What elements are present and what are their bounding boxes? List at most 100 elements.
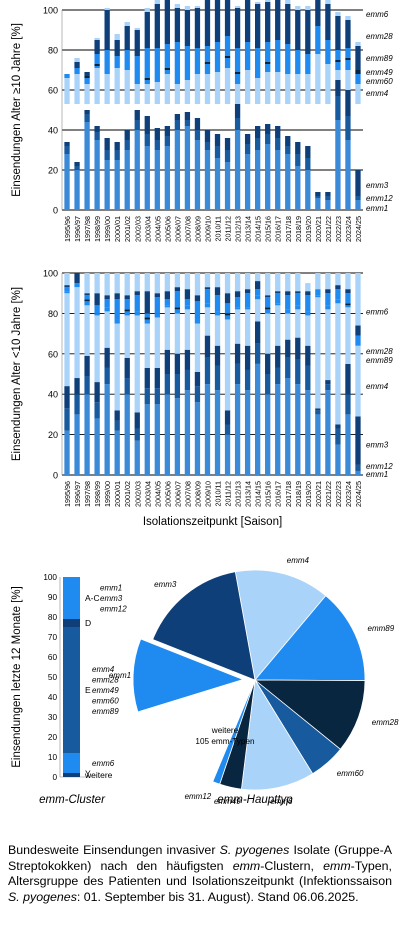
bar-segment-emm89 <box>305 295 311 312</box>
bar-segment-emm4 <box>194 323 201 372</box>
bar-segment-emm12 <box>154 388 160 405</box>
bar-segment-emm12 <box>164 136 170 146</box>
bar-segment-emm1 <box>144 146 150 210</box>
y-axis-title: Einsendungen Alter <10 Jahre [%] <box>11 287 23 461</box>
y-tick-label: 60 <box>48 653 58 662</box>
bar-segment-emm3 <box>265 353 271 374</box>
bar-segment-emm28 <box>315 0 321 26</box>
bar-segment-emm89 <box>255 289 261 296</box>
bar-segment-emm6 <box>144 8 150 12</box>
bar-segment-emm60 <box>275 64 281 72</box>
bar-segment-emm4 <box>184 80 191 104</box>
cluster-type-emm28: emm28 <box>92 676 119 685</box>
bar-segment-emm1 <box>255 363 261 475</box>
bar-segment-emm28 <box>124 26 130 50</box>
bar-segment-emm3 <box>275 126 281 138</box>
bar-segment-emm28 <box>234 291 241 298</box>
x-tick-label: 2022/23 <box>334 481 343 507</box>
bar-segment-emm1 <box>104 160 110 210</box>
series-label-emm1: emm1 <box>366 470 388 479</box>
bar-segment-emm3 <box>184 349 191 370</box>
bar-segment-emm89 <box>84 295 90 300</box>
bar-segment-emm28 <box>285 291 291 296</box>
bar-segment-emm4 <box>265 72 271 104</box>
bar-segment-emm89 <box>124 299 130 310</box>
bar-segment-emm3 <box>154 128 160 140</box>
bar-segment-emm60 <box>104 70 110 74</box>
bar-segment-emm3 <box>285 136 291 146</box>
bar-segment-emm60 <box>224 58 231 68</box>
bar-segment-emm89 <box>174 291 181 308</box>
series-label-emm89: emm89 <box>366 54 393 63</box>
bar-segment-emm28 <box>114 40 120 56</box>
bar-segment-emm89 <box>345 48 351 58</box>
y-tick-label: 80 <box>48 46 58 56</box>
bar-segment-emm3 <box>124 357 130 379</box>
bar-segment-emm3 <box>74 378 80 395</box>
bar-segment-emm4 <box>194 74 201 104</box>
bar-segment-emm1 <box>64 154 70 210</box>
bar-segment-emm60 <box>214 62 221 72</box>
bar-segment-emm60 <box>325 305 331 310</box>
bar-segment-emm1 <box>214 158 221 210</box>
bar-segment-emm12 <box>224 424 231 435</box>
caption-text-3: -Clustern, <box>260 858 324 873</box>
bar-segment-emm28 <box>234 8 241 48</box>
bar-segment-emm60 <box>174 72 181 84</box>
y-tick-label: 90 <box>48 593 58 602</box>
pie-label-emm12: emm12 <box>185 792 212 801</box>
x-tick-label: 1999/00 <box>103 481 112 507</box>
bar-segment-emm6 <box>64 273 70 286</box>
bar-segment-emm28 <box>94 293 100 306</box>
series-label-emm28: emm28 <box>366 347 393 356</box>
cluster-type-emm6: emm6 <box>92 759 115 768</box>
y-tick-label: 60 <box>48 86 58 96</box>
bar-segment-emm49 <box>84 76 90 78</box>
y-tick-label: 10 <box>48 753 58 762</box>
bar-segment-emm28 <box>345 20 351 48</box>
bar-segment-emm4 <box>84 84 90 104</box>
bar-segment-emm3 <box>144 116 150 134</box>
bar-segment-emm60 <box>64 291 70 294</box>
bar-segment-emm1 <box>285 154 291 210</box>
bar-segment-emm28 <box>104 10 110 50</box>
bar-segment-emm12 <box>305 365 311 391</box>
bar-segment-emm6 <box>285 273 291 292</box>
bar-segment-emm1 <box>194 140 201 210</box>
bar-segment-emm89 <box>114 299 120 320</box>
bar-segment-emm6 <box>204 273 211 288</box>
bar-segment-emm3 <box>345 363 351 395</box>
bar-segment-emm6 <box>305 6 311 10</box>
x-tick-label: 2003/04 <box>143 481 152 507</box>
bar-segment-emm89 <box>345 293 351 304</box>
bar-segment-emm60 <box>285 64 291 74</box>
bar-segment-emm6 <box>255 273 261 282</box>
bar-segment-emm28 <box>335 285 341 290</box>
bar-segment-emm49 <box>84 299 90 302</box>
bar-segment-emm4 <box>84 305 90 356</box>
bar-segment-emm6 <box>275 273 281 292</box>
bar-segment-emm89 <box>315 289 321 296</box>
bar-segment-emm3 <box>84 355 90 377</box>
x-tick-label: 2016/17 <box>274 481 283 507</box>
x-tick-label: 2022/23 <box>334 216 343 242</box>
y-tick-label: 100 <box>43 6 58 16</box>
cluster-type-emm4: emm4 <box>92 665 115 674</box>
bar-segment-emm4 <box>295 74 301 104</box>
bar-segment-emm3 <box>234 343 241 364</box>
x-tick-label: 2013/14 <box>244 481 253 507</box>
bar-segment-emm12 <box>295 154 301 166</box>
bar-segment-emm4 <box>255 299 261 322</box>
bar-segment-emm28 <box>114 293 120 300</box>
bar-segment-emm28 <box>134 291 140 296</box>
x-tick-label: 2018/19 <box>294 481 303 507</box>
bar-segment-emm89 <box>144 48 150 78</box>
bar-segment-emm12 <box>244 144 251 154</box>
bar-segment-emm89 <box>174 42 181 72</box>
bar-segment-emm3 <box>194 118 201 130</box>
bar-segment-emm49 <box>234 72 241 74</box>
cluster-segment-D <box>63 619 80 627</box>
bar-segment-emm3 <box>224 410 231 425</box>
bar-segment-emm28 <box>335 16 341 50</box>
